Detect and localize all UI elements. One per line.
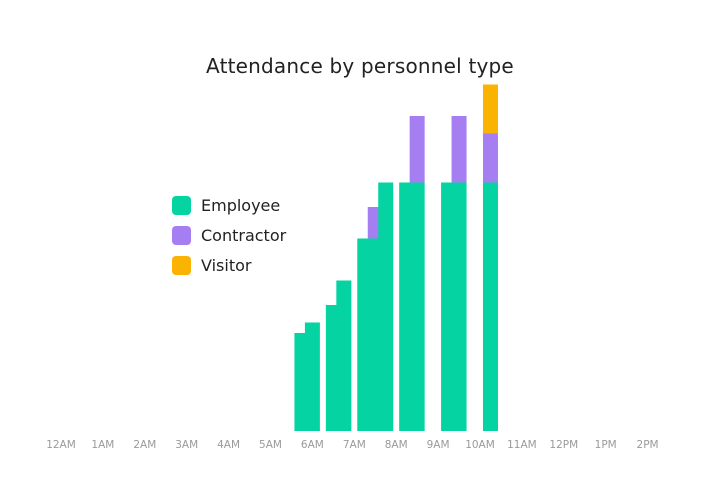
x-tick-label: 7AM — [343, 439, 366, 451]
legend-label-contractor: Contractor — [201, 225, 287, 245]
x-tick-label: 4AM — [217, 439, 240, 451]
bar-segment-visitor — [482, 84, 498, 134]
legend-item-employee: Employee — [172, 190, 286, 220]
bar-segment-employee — [482, 182, 498, 431]
bar-segment-employee — [304, 322, 320, 431]
legend-swatch-employee — [172, 195, 191, 215]
x-tick-label: 2PM — [637, 439, 659, 451]
bar-segment-employee — [409, 182, 425, 431]
x-tick-label: 2AM — [133, 439, 156, 451]
legend: Employee Contractor Visitor — [172, 190, 286, 280]
x-tick-label: 12PM — [549, 439, 578, 451]
legend-item-contractor: Contractor — [172, 220, 286, 250]
legend-label-visitor: Visitor — [201, 255, 252, 275]
x-tick-label: 10AM — [465, 439, 495, 451]
bar-segment-employee — [378, 182, 394, 431]
x-tick-label: 6AM — [301, 439, 324, 451]
x-tick-label: 1PM — [595, 439, 617, 451]
bar-segment-contractor — [451, 116, 467, 183]
x-tick-label: 3AM — [175, 439, 198, 451]
legend-item-visitor: Visitor — [172, 250, 286, 280]
bar-segment-contractor — [482, 133, 498, 183]
x-tick-label: 1AM — [91, 439, 114, 451]
x-tick-label: 5AM — [259, 439, 282, 451]
bar-segment-contractor — [409, 116, 425, 183]
x-tick-label: 12AM — [46, 439, 76, 451]
chart-title: Attendance by personnel type — [206, 54, 514, 78]
x-tick-label: 9AM — [427, 439, 450, 451]
bar-segment-employee — [336, 280, 352, 431]
legend-swatch-contractor — [172, 225, 191, 245]
bar-segment-employee — [451, 182, 467, 431]
legend-swatch-visitor — [172, 255, 191, 275]
x-tick-label: 8AM — [385, 439, 408, 451]
x-tick-label: 11AM — [507, 439, 537, 451]
legend-label-employee: Employee — [201, 195, 281, 215]
